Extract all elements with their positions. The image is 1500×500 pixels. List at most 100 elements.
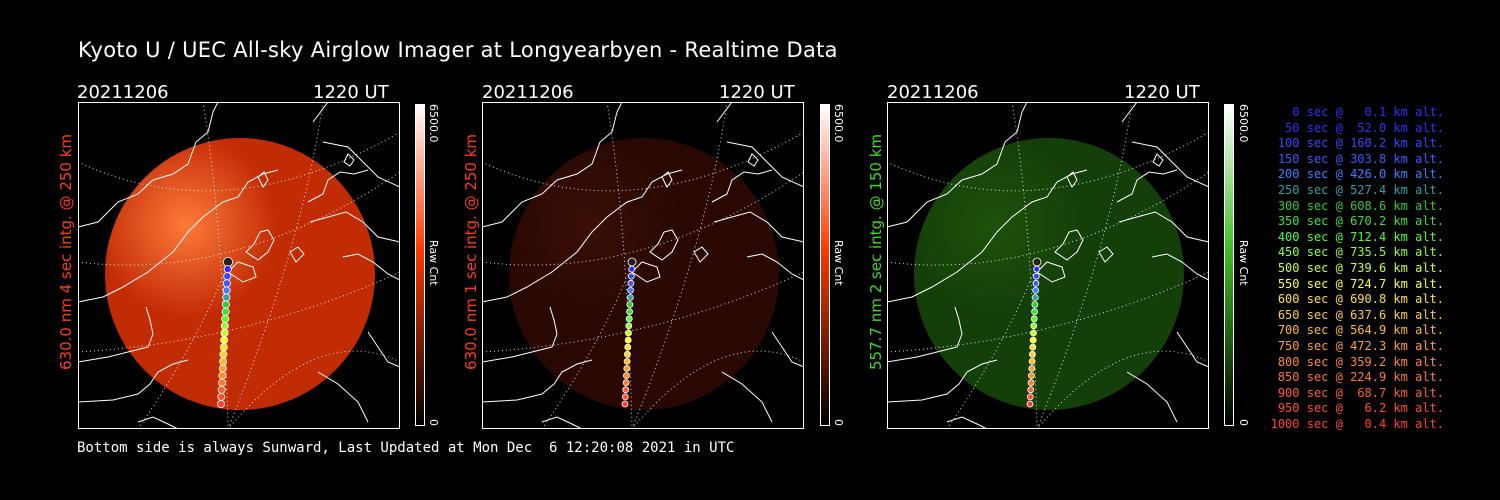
panel-3-colorbar-min: 0: [1237, 419, 1250, 426]
legend-item: 150 sec @ 303.8 km alt.: [1277, 151, 1444, 166]
trace-dot: [1029, 336, 1037, 344]
panel-2-colorbar-unit: Raw Cnt: [832, 240, 845, 286]
panel-1-ylabel: 630.0 nm 4 sec intg. @ 250 km: [57, 133, 75, 370]
trace-dot: [625, 329, 632, 337]
trace-dot: [625, 315, 633, 323]
trace-dot: [627, 257, 637, 267]
trace-dot: [627, 272, 635, 280]
legend-item: 500 sec @ 739.6 km alt.: [1277, 261, 1444, 275]
panel-3-sky-image: [887, 102, 1209, 429]
panel-2-time: 1220 UT: [719, 82, 795, 103]
panel-3-colorbar-max: 6500.0: [1237, 104, 1250, 143]
trace-dot: [1032, 272, 1040, 280]
trace-dot: [219, 343, 228, 352]
trace-dot: [626, 308, 634, 316]
legend-item: 800 sec @ 359.2 km alt.: [1277, 354, 1444, 369]
trace-dot: [627, 279, 635, 287]
panel-1-colorbar: [415, 104, 425, 426]
panel-3-colorbar-unit: Raw Cnt: [1237, 240, 1250, 286]
legend-item: 200 sec @ 426.0 km alt.: [1277, 167, 1444, 182]
trace-dot: [217, 385, 226, 394]
panel-2-sky-image: [482, 102, 804, 429]
legend-item: 1000 sec @ 0.4 km alt.: [1270, 417, 1444, 431]
trace-dot: [1030, 315, 1038, 323]
trace-dot: [219, 357, 228, 366]
trace-dot: [220, 336, 229, 345]
trace-dot: [622, 386, 630, 394]
trace-dot: [623, 350, 631, 358]
panel-2-colorbar-min: 0: [832, 419, 845, 426]
trace-dot: [1031, 301, 1039, 309]
trace-dot: [1027, 372, 1035, 380]
trace-dot: [218, 364, 227, 373]
legend-item: 900 sec @ 68.7 km alt.: [1277, 385, 1444, 400]
trace-dot: [624, 343, 632, 351]
legend-item: 750 sec @ 472.3 km alt.: [1277, 339, 1444, 353]
trace-dot: [222, 293, 231, 302]
trace-dot: [219, 350, 228, 359]
trace-dot: [623, 365, 631, 372]
trace-dot: [223, 272, 232, 281]
panel-3-colorbar: [1224, 104, 1234, 426]
legend-item: 850 sec @ 224.9 km alt.: [1277, 370, 1444, 385]
trace-dot: [624, 336, 632, 344]
legend-item: 300 sec @ 608.6 km alt.: [1277, 198, 1444, 213]
legend-item: 700 sec @ 564.9 km alt.: [1277, 323, 1444, 338]
trace-dot: [1032, 257, 1042, 267]
trace-dot: [622, 372, 630, 380]
trace-dot: [222, 286, 231, 295]
trace-dot: [1030, 329, 1037, 337]
panel-3-time: 1220 UT: [1124, 82, 1200, 103]
sky-ellipse: [914, 138, 1184, 410]
trace-dot: [1026, 393, 1034, 401]
trace-dot: [222, 279, 231, 288]
trace-dot: [221, 307, 230, 316]
trace-dot: [628, 265, 636, 273]
legend-item: 50 sec @ 52.0 km alt.: [1285, 120, 1444, 135]
trace-dot: [627, 286, 635, 294]
trace-dot: [1028, 357, 1036, 365]
panel-2-colorbar-max: 6500.0: [832, 104, 845, 143]
trace-dot: [1031, 308, 1039, 316]
trace-dot: [218, 378, 227, 387]
trace-dot: [216, 399, 225, 408]
legend-item: 350 sec @ 670.2 km alt.: [1277, 214, 1444, 229]
panel-3-ylabel: 557.7 nm 2 sec intg. @ 150 km: [867, 133, 885, 370]
trace-dot: [1027, 386, 1035, 394]
trace-dot: [1031, 294, 1039, 301]
legend-item: 450 sec @ 735.5 km alt.: [1277, 245, 1444, 260]
legend-item: 950 sec @ 6.2 km alt.: [1277, 401, 1444, 416]
legend-item: 650 sec @ 637.6 km alt.: [1277, 307, 1444, 322]
panel-2-ylabel: 630.0 nm 1 sec intg. @ 250 km: [462, 133, 480, 370]
page-title: Kyoto U / UEC All-sky Airglow Imager at …: [78, 38, 838, 62]
trace-dot: [217, 392, 226, 401]
trace-dot: [1028, 350, 1036, 358]
panel-1-date: 20211206: [77, 82, 169, 103]
panel-1-time: 1220 UT: [313, 82, 389, 103]
trace-dot: [218, 371, 227, 380]
panel-2-colorbar: [820, 104, 830, 426]
trace-dot: [622, 379, 630, 387]
trace-dot: [621, 400, 629, 408]
trace-dot: [621, 393, 629, 401]
legend-item: 400 sec @ 712.4 km alt.: [1277, 229, 1444, 244]
trace-dot: [223, 265, 232, 274]
sky-ellipse: [105, 138, 375, 410]
panel-1-colorbar-min: 0: [427, 419, 440, 426]
trace-dot: [1033, 265, 1041, 273]
panel-2-date: 20211206: [482, 82, 574, 103]
trace-dot: [1027, 379, 1035, 387]
panel-3-date: 20211206: [887, 82, 979, 103]
legend-item: 600 sec @ 690.8 km alt.: [1277, 292, 1444, 307]
trace-dot: [221, 300, 230, 309]
trace-dot: [626, 301, 634, 309]
sky-ellipse: [509, 138, 779, 410]
trace-dot: [625, 322, 633, 330]
legend-item: 550 sec @ 724.7 km alt.: [1277, 276, 1444, 291]
trace-dot: [1026, 400, 1034, 408]
panel-1-colorbar-max: 6500.0: [427, 104, 440, 143]
panel-1-sky-image: [78, 102, 400, 429]
footer-note: Bottom side is always Sunward, Last Upda…: [77, 440, 735, 456]
legend-item: 250 sec @ 527.4 km alt.: [1277, 183, 1444, 197]
trace-dot: [221, 314, 230, 323]
